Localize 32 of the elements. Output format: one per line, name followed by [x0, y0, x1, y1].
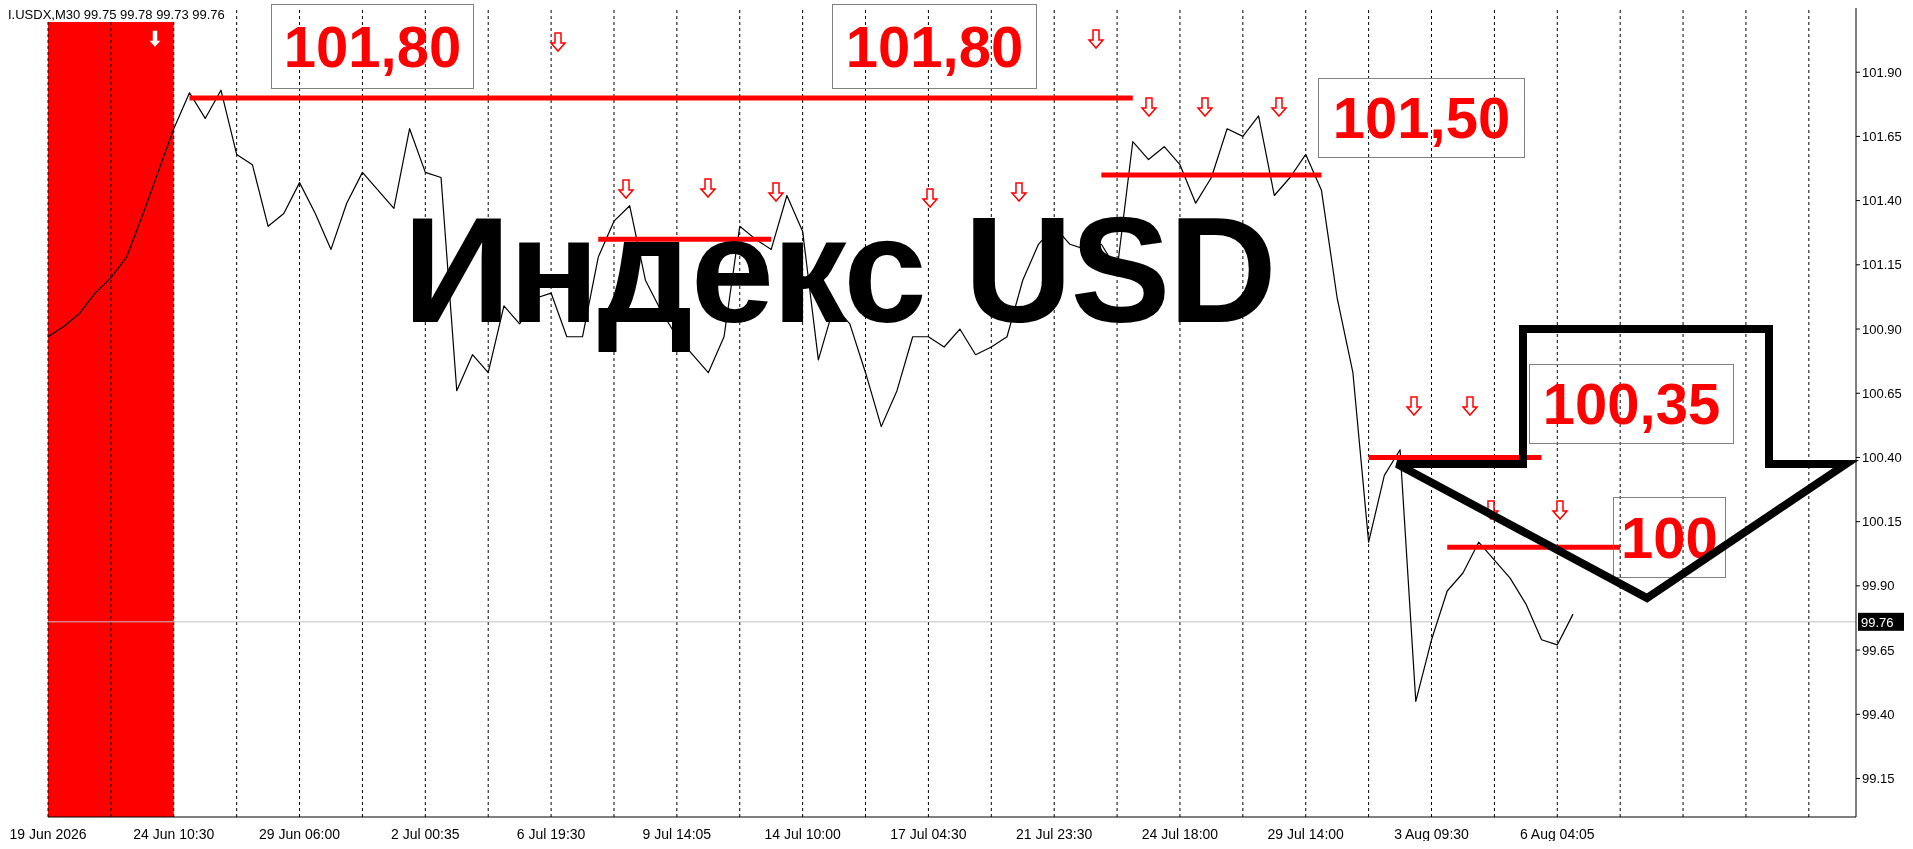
annotation: 100,35	[1529, 364, 1734, 444]
x-tick-label: 6 Jul 19:30	[516, 826, 586, 842]
y-tick-label: 99.65	[1862, 642, 1895, 658]
y-tick-label: 99.40	[1862, 706, 1895, 722]
x-tick-label: 6 Aug 04:05	[1519, 826, 1595, 842]
x-tick-label: 9 Jul 14:05	[642, 826, 712, 842]
ref-line-label: 99.76	[1861, 614, 1894, 630]
annotation: I.USDX,M30 99.75 99.78 99.73 99.76	[8, 7, 225, 23]
annotation: 101,50	[1318, 78, 1525, 158]
y-tick-label: 100.40	[1862, 450, 1902, 466]
y-tick-label: 101.90	[1862, 64, 1902, 80]
x-tick-label: 3 Aug 09:30	[1394, 826, 1470, 842]
y-tick-label: 100.65	[1862, 385, 1902, 401]
x-tick-label: 21 Jul 23:30	[1016, 826, 1093, 842]
y-tick-label: 99.90	[1862, 578, 1895, 594]
y-tick-label: 101.15	[1862, 257, 1902, 273]
y-tick-label: 101.65	[1862, 129, 1902, 145]
x-tick-label: 24 Jul 18:00	[1141, 826, 1219, 842]
y-tick-label: 100.90	[1862, 321, 1902, 337]
y-tick-label: 101.40	[1862, 193, 1902, 209]
y-tick-label: 99.15	[1862, 771, 1895, 787]
x-tick-label: 24 Jun 10:30	[133, 826, 215, 842]
x-tick-label: 2 Jul 00:35	[391, 826, 460, 842]
y-tick-label: 100.15	[1862, 514, 1902, 530]
annotation: 100	[1613, 497, 1726, 578]
x-tick-label: 29 Jul 14:00	[1267, 826, 1345, 842]
annotation: 101,80	[271, 4, 474, 89]
x-tick-label: 14 Jul 10:00	[764, 826, 841, 842]
x-tick-label: 17 Jul 04:30	[890, 826, 967, 842]
x-tick-label: 19 Jun 2026	[9, 826, 87, 842]
x-tick-label: 29 Jun 06:00	[259, 826, 341, 842]
annotation: 101,80	[832, 4, 1037, 89]
